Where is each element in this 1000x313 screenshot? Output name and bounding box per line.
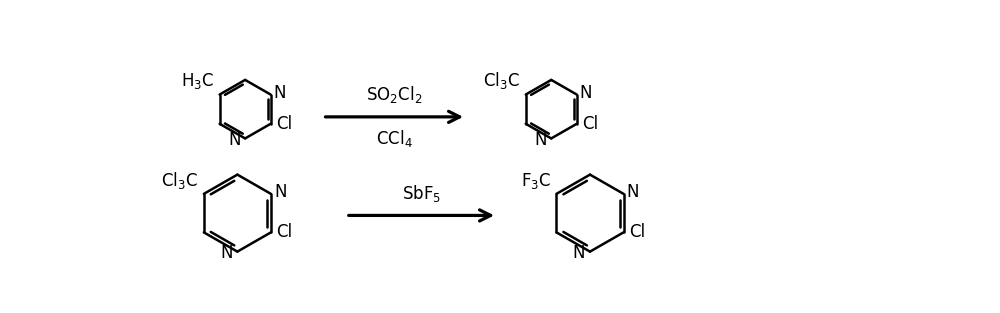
Text: N: N bbox=[580, 84, 592, 102]
Text: N: N bbox=[228, 131, 240, 149]
Text: Cl: Cl bbox=[276, 223, 292, 241]
Text: Cl$_3$C: Cl$_3$C bbox=[483, 70, 520, 91]
Text: H$_3$C: H$_3$C bbox=[181, 71, 214, 91]
Text: Cl$_3$C: Cl$_3$C bbox=[161, 170, 198, 191]
Text: CCl$_4$: CCl$_4$ bbox=[376, 128, 413, 149]
Text: Cl: Cl bbox=[629, 223, 645, 241]
Text: Cl: Cl bbox=[582, 115, 598, 133]
Text: F$_3$C: F$_3$C bbox=[521, 171, 551, 191]
Text: N: N bbox=[274, 183, 287, 201]
Text: N: N bbox=[534, 131, 547, 149]
Text: N: N bbox=[573, 244, 585, 262]
Text: SO$_2$Cl$_2$: SO$_2$Cl$_2$ bbox=[366, 84, 422, 105]
Text: SbF$_5$: SbF$_5$ bbox=[402, 183, 441, 204]
Text: N: N bbox=[220, 244, 233, 262]
Text: Cl: Cl bbox=[276, 115, 292, 133]
Text: N: N bbox=[627, 183, 639, 201]
Text: N: N bbox=[274, 84, 286, 102]
